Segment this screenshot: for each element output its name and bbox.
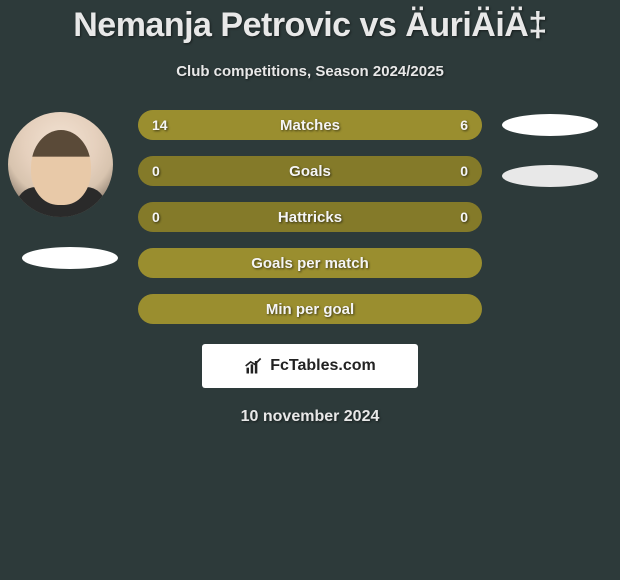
stat-label: Goals [289, 163, 331, 180]
stat-label: Min per goal [266, 301, 354, 318]
stat-row: Min per goal [138, 294, 482, 324]
stat-value-left: 14 [152, 117, 168, 133]
stat-value-left: 0 [152, 163, 160, 179]
stat-row: 14 Matches 6 [138, 110, 482, 140]
stat-label: Matches [280, 117, 340, 134]
stat-row: 0 Hattricks 0 [138, 202, 482, 232]
stat-value-right: 6 [460, 117, 468, 133]
subtitle: Club competitions, Season 2024/2025 [0, 63, 620, 80]
date-label: 10 november 2024 [0, 408, 620, 426]
stat-row: Goals per match [138, 248, 482, 278]
badge-text: FcTables.com [270, 357, 376, 375]
stat-value-right: 0 [460, 209, 468, 225]
stat-label: Goals per match [251, 255, 369, 272]
page-title: Nemanja Petrovic vs ÄuriÄiÄ‡ [0, 6, 620, 45]
stat-value-right: 0 [460, 163, 468, 179]
stat-value-left: 0 [152, 209, 160, 225]
player-right-logo-placeholder-2 [502, 165, 598, 187]
stats-list: 14 Matches 6 0 Goals 0 0 Hattricks 0 Goals per ma… [138, 110, 482, 340]
chart-icon [244, 356, 264, 376]
stat-row: 0 Goals 0 [138, 156, 482, 186]
source-badge[interactable]: FcTables.com [202, 344, 418, 388]
player-left-logo-placeholder [22, 247, 118, 269]
comparison-card: Nemanja Petrovic vs ÄuriÄiÄ‡ Club compet… [0, 0, 620, 80]
stat-label: Hattricks [278, 209, 342, 226]
player-left-avatar [8, 112, 113, 217]
player-right-logo-placeholder-1 [502, 114, 598, 136]
